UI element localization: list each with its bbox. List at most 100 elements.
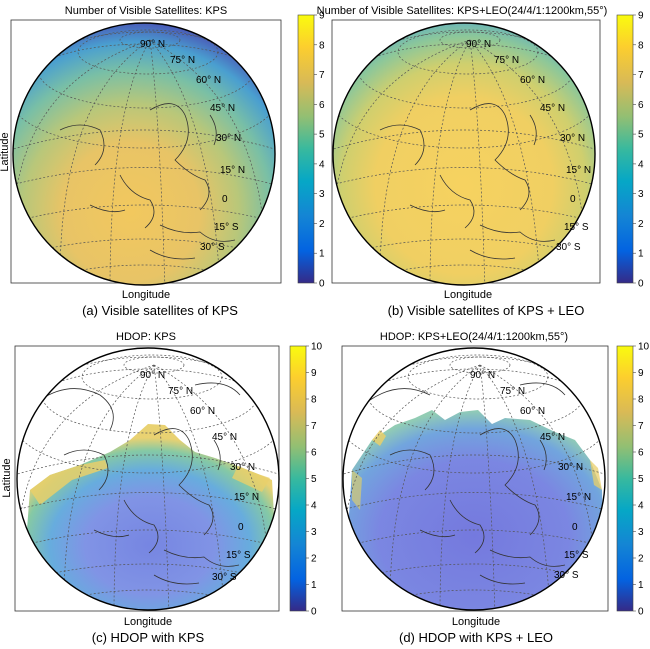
- colorbar-tick-label: 3: [319, 189, 325, 200]
- lat-label: 75° N: [168, 386, 193, 397]
- colorbar-tick-label: 9: [311, 368, 317, 379]
- colorbar-tick-label: 5: [638, 130, 644, 141]
- colorbar-tick-label: 8: [638, 395, 644, 406]
- colorbar-tick-label: 0: [319, 279, 325, 290]
- lat-label: 60° N: [520, 406, 545, 417]
- lat-label: 90° N: [140, 370, 165, 381]
- panel-a: Number of Visible Satellites: KPS: [0, 5, 325, 318]
- panel-c-colorbar: 0 1 2 3 4 5 6 7 8 9 10: [289, 342, 323, 618]
- panel-d-heatmap: [343, 410, 605, 610]
- panel-b-heatmap: [333, 23, 595, 285]
- panel-c-heatmap: [20, 424, 279, 610]
- lat-label: 60° N: [190, 406, 215, 417]
- panel-c-coastlines: [39, 382, 241, 585]
- panel-d-title: HDOP: KPS+LEO(24/4/1:1200km,55°): [380, 331, 568, 343]
- lat-label: 15° S: [564, 222, 589, 233]
- panel-b-title: Number of Visible Satellites: KPS+LEO(24…: [317, 5, 608, 17]
- colorbar-tick-label: 2: [319, 219, 325, 230]
- panel-a-coastlines: [59, 103, 236, 260]
- lat-label: 90° N: [470, 370, 495, 381]
- lat-label: 15° N: [234, 492, 259, 503]
- colorbar-tick-label: 0: [311, 607, 317, 618]
- colorbar-tick-label: 9: [319, 11, 325, 22]
- lat-label: 0: [570, 194, 576, 205]
- panel-d-globe-outline: [342, 347, 606, 611]
- lat-label: 15° N: [220, 165, 245, 176]
- colorbar-tick-label: 8: [319, 40, 325, 51]
- lat-label: 0: [222, 194, 228, 205]
- colorbar-tick-label: 6: [638, 448, 644, 459]
- colorbar-tick-label: 3: [311, 527, 317, 538]
- panel-d-caption: (d) HDOP with KPS + LEO: [399, 630, 553, 645]
- panel-c-ylabel: Latitude: [1, 458, 13, 497]
- colorbar-gradient: [289, 345, 307, 612]
- colorbar-tick-label: 3: [638, 189, 644, 200]
- colorbar-tick-label: 5: [311, 474, 317, 485]
- lat-label: 45° N: [540, 432, 565, 443]
- panel-d-colorbar: 0 1 2 3 4 5 6 7 8 9 10: [616, 342, 650, 618]
- lat-label: 45° N: [210, 103, 235, 114]
- panel-d-axes-frame: [341, 345, 609, 612]
- colorbar-tick-label: 1: [638, 249, 644, 260]
- panel-b-coastlines: [379, 103, 556, 260]
- panel-d-lat-labels: 90° N 75° N 60° N 45° N 30° N 15° N 0 15…: [470, 370, 591, 581]
- colorbar-tick-label: 0: [638, 607, 644, 618]
- lat-label: 30° N: [216, 133, 241, 144]
- panel-c-title: HDOP: KPS: [116, 331, 176, 343]
- panel-b: Number of Visible Satellites: KPS+LEO(24…: [317, 5, 644, 318]
- lat-label: 60° N: [196, 75, 221, 86]
- colorbar-tick-label: 6: [319, 100, 325, 111]
- colorbar-tick-label: 7: [319, 70, 325, 81]
- panel-a-xlabel: Longitude: [122, 289, 170, 301]
- colorbar-tick-label: 1: [638, 580, 644, 591]
- panel-b-globe-outline: [332, 22, 596, 286]
- lat-label: 15° N: [566, 165, 591, 176]
- colorbar-tick-label: 5: [638, 474, 644, 485]
- lat-label: 30° S: [556, 242, 581, 253]
- panel-c-xlabel: Longitude: [124, 616, 172, 628]
- panel-a-graticule: [13, 29, 275, 285]
- lat-label: 30° S: [200, 242, 225, 253]
- colorbar-gradient: [297, 14, 315, 284]
- panel-a-caption: (a) Visible satellites of KPS: [82, 303, 238, 318]
- colorbar-tick-label: 8: [311, 395, 317, 406]
- panel-b-graticule: [333, 29, 595, 285]
- colorbar-tick-label: 0: [638, 279, 644, 290]
- colorbar-tick-label: 1: [319, 249, 325, 260]
- panel-a-title: Number of Visible Satellites: KPS: [65, 5, 227, 17]
- panel-d: HDOP: KPS+LEO(24/4/1:1200km,55°): [341, 331, 650, 645]
- lat-label: 45° N: [212, 432, 237, 443]
- panel-b-colorbar: 0 1 2 3 4 5 6 7 8 9: [616, 11, 644, 290]
- lat-label: 90° N: [140, 39, 165, 50]
- lat-label: 0: [238, 522, 244, 533]
- lat-label: 75° N: [500, 386, 525, 397]
- colorbar-tick-label: 9: [638, 368, 644, 379]
- lat-label: 15° N: [566, 492, 591, 503]
- colorbar-tick-label: 6: [311, 448, 317, 459]
- colorbar-tick-label: 10: [638, 342, 650, 353]
- colorbar-tick-label: 5: [319, 130, 325, 141]
- panel-d-xlabel: Longitude: [452, 616, 500, 628]
- panel-a-lat-labels: 90° N 75° N 60° N 45° N 30° N 15° N 0 15…: [140, 39, 245, 253]
- colorbar-tick-label: 7: [638, 421, 644, 432]
- panel-d-coastlines: [369, 382, 566, 585]
- panel-c-globe-outline: [16, 347, 280, 611]
- colorbar-tick-label: 9: [638, 11, 644, 22]
- colorbar-tick-label: 4: [311, 501, 317, 512]
- colorbar-tick-label: 7: [638, 70, 644, 81]
- lat-label: 30° N: [230, 462, 255, 473]
- colorbar-tick-label: 7: [311, 421, 317, 432]
- colorbar-tick-label: 3: [638, 527, 644, 538]
- colorbar-tick-label: 4: [638, 501, 644, 512]
- panel-a-colorbar: 0 1 2 3 4 5 6 7 8 9: [297, 11, 325, 290]
- panel-b-caption: (b) Visible satellites of KPS + LEO: [388, 303, 585, 318]
- colorbar-tick-label: 4: [319, 159, 325, 170]
- panel-d-graticule: [343, 354, 605, 610]
- lat-label: 15° S: [226, 550, 251, 561]
- lat-label: 30° N: [558, 462, 583, 473]
- lat-label: 75° N: [170, 55, 195, 66]
- panel-a-heatmap: [13, 23, 275, 285]
- panel-c: HDOP: KPS: [1, 331, 323, 645]
- lat-label: 45° N: [540, 103, 565, 114]
